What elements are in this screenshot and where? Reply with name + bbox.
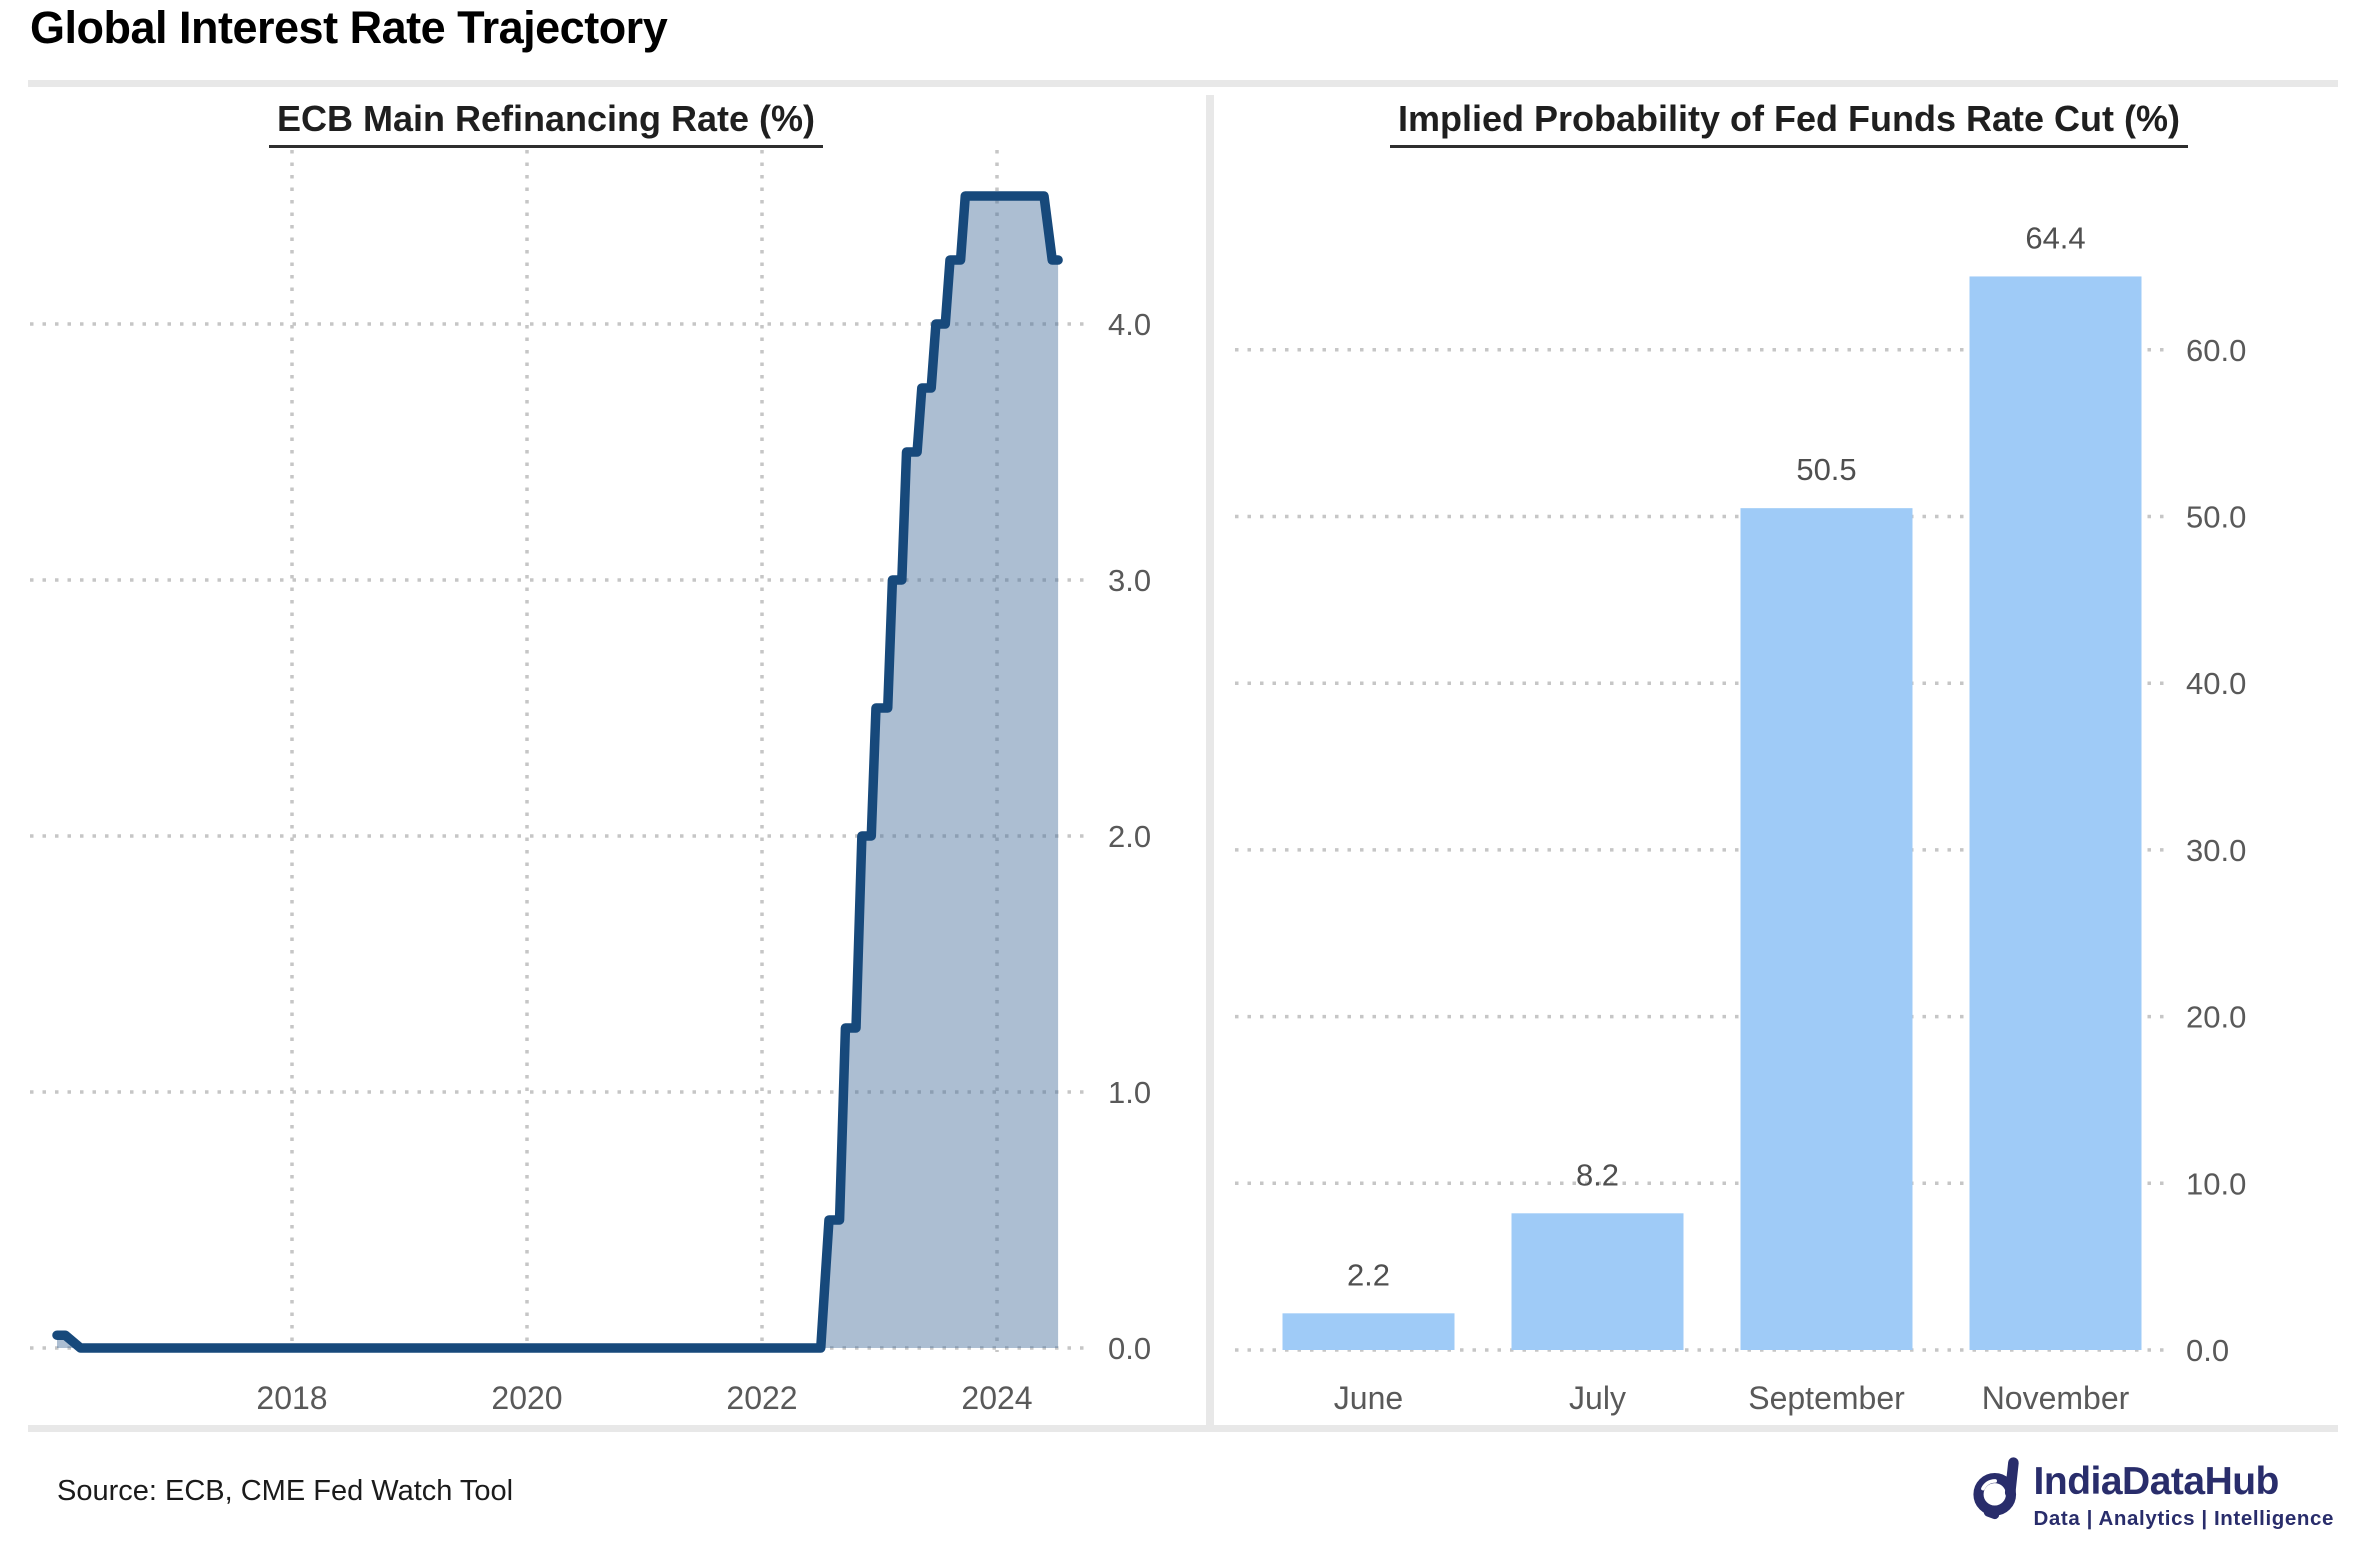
bar-november <box>1969 276 2142 1350</box>
page-title: Global Interest Rate Trajectory <box>30 2 668 53</box>
ecb-y-tick: 0.0 <box>1108 1331 1151 1366</box>
fed-y-tick: 40.0 <box>2186 666 2246 701</box>
brand-logo-icon <box>1972 1457 2019 1520</box>
fed-bars: 2.2 June 8.2 July 50.5 September 64.4 November <box>1282 220 2142 1416</box>
ecb-y-tick: 3.0 <box>1108 563 1151 598</box>
fed-y-tick: 20.0 <box>2186 1000 2246 1035</box>
ecb-gridlines <box>30 150 1092 1352</box>
bar-value-label: 8.2 <box>1576 1157 1619 1192</box>
ecb-y-tick: 2.0 <box>1108 819 1151 854</box>
bar-june <box>1282 1313 1455 1350</box>
left-chart-title-text: ECB Main Refinancing Rate (%) <box>268 98 824 148</box>
brand-tagline: Data | Analytics | Intelligence <box>2033 1507 2334 1530</box>
bar-july <box>1511 1213 1684 1350</box>
brand-name: IndiaDataHub <box>2033 1460 2280 1503</box>
ecb-area-fill <box>57 196 1059 1348</box>
brand-logo: IndiaDataHub Data | Analytics | Intellig… <box>1972 1448 2334 1531</box>
fed-y-tick: 30.0 <box>2186 833 2246 868</box>
ecb-x-tick: 2022 <box>726 1380 797 1416</box>
ecb-y-tick: 4.0 <box>1108 307 1151 342</box>
bar-value-label: 64.4 <box>2025 220 2085 255</box>
bar-september <box>1740 508 1913 1350</box>
right-chart-title: Implied Probability of Fed Funds Rate Cu… <box>1220 98 2358 148</box>
ecb-area-chart: 0.0 1.0 2.0 3.0 4.0 2018 2020 2022 2024 <box>30 150 1151 1416</box>
panel-divider <box>1206 95 1214 1425</box>
fed-bar-chart: 2.2 June 8.2 July 50.5 September 64.4 November 0… <box>1235 220 2246 1416</box>
fed-x-tick: July <box>1569 1380 1626 1416</box>
source-note: Source: ECB, CME Fed Watch Tool <box>57 1475 514 1507</box>
footer-divider <box>28 1425 2338 1432</box>
fed-y-tick: 60.0 <box>2186 333 2246 368</box>
fed-y-tick: 50.0 <box>2186 500 2246 535</box>
ecb-y-tick: 1.0 <box>1108 1075 1151 1110</box>
ecb-axis-labels: 0.0 1.0 2.0 3.0 4.0 2018 2020 2022 2024 <box>256 307 1151 1416</box>
fed-axis-labels: 0.0 10.0 20.0 30.0 40.0 50.0 60.0 <box>2186 333 2246 1368</box>
right-chart-title-text: Implied Probability of Fed Funds Rate Cu… <box>1389 98 2188 148</box>
bar-value-label: 2.2 <box>1347 1257 1390 1292</box>
ecb-x-tick: 2024 <box>961 1380 1032 1416</box>
left-chart-title: ECB Main Refinancing Rate (%) <box>0 98 1092 148</box>
header-divider <box>28 80 2338 87</box>
fed-x-tick: September <box>1748 1380 1905 1416</box>
fed-y-tick: 0.0 <box>2186 1333 2229 1368</box>
bar-value-label: 50.5 <box>1796 452 1856 487</box>
fed-x-tick: November <box>1982 1380 2130 1416</box>
fed-y-tick: 10.0 <box>2186 1166 2246 1201</box>
ecb-x-tick: 2020 <box>491 1380 562 1416</box>
ecb-rate-line <box>52 191 1063 1353</box>
fed-x-tick: June <box>1334 1380 1403 1416</box>
ecb-x-tick: 2018 <box>256 1380 327 1416</box>
